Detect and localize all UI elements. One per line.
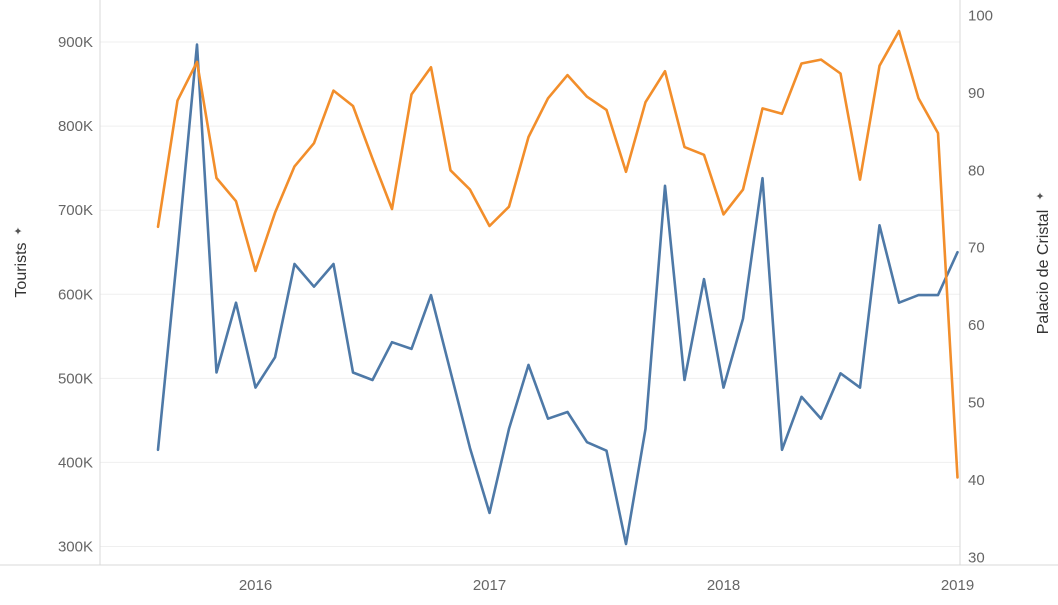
right-tick-label: 90 bbox=[968, 85, 985, 102]
left-tick-label: 800K bbox=[58, 118, 93, 135]
left-tick-label: 500K bbox=[58, 370, 93, 387]
right-axis-title-group: Palacio de Cristal bbox=[1035, 210, 1052, 335]
left-tick-label: 900K bbox=[58, 34, 93, 51]
left-axis-title-group: Tourists bbox=[13, 242, 30, 297]
x-axis-ticks: 2016 2017 2018 2019 bbox=[239, 577, 974, 594]
left-tick-label: 400K bbox=[58, 454, 93, 471]
series-line-tourists[interactable] bbox=[156, 43, 959, 546]
left-tick-label: 300K bbox=[58, 539, 93, 556]
right-tick-label: 60 bbox=[968, 317, 985, 334]
right-tick-label: 80 bbox=[968, 162, 985, 179]
right-tick-label: 50 bbox=[968, 394, 985, 411]
left-axis-pin-icon[interactable]: ✦ bbox=[13, 226, 25, 235]
right-tick-label: 100 bbox=[968, 7, 993, 24]
left-tick-label: 700K bbox=[58, 202, 93, 219]
right-tick-label: 70 bbox=[968, 240, 985, 257]
left-axis-ticks: 300K 400K 500K 600K 700K 800K 900K bbox=[58, 34, 93, 555]
gridlines bbox=[100, 41, 960, 548]
right-axis-pin-icon[interactable]: ✦ bbox=[1035, 191, 1047, 200]
right-tick-label: 40 bbox=[968, 472, 985, 489]
series-layer bbox=[156, 29, 959, 546]
right-axis-title: Palacio de Cristal bbox=[1035, 210, 1052, 335]
series-line-palacio-de-cristal[interactable] bbox=[156, 29, 959, 479]
left-axis-title: Tourists bbox=[13, 242, 30, 297]
x-tick-label: 2019 bbox=[941, 577, 974, 594]
left-tick-label: 600K bbox=[58, 286, 93, 303]
right-pin-group: ✦ bbox=[1035, 191, 1047, 200]
x-tick-label: 2016 bbox=[239, 577, 272, 594]
right-tick-label: 30 bbox=[968, 549, 985, 566]
x-tick-label: 2018 bbox=[707, 577, 740, 594]
left-pin-group: ✦ bbox=[13, 226, 25, 235]
right-axis-ticks: 30 40 50 60 70 80 90 100 bbox=[968, 7, 993, 566]
x-tick-label: 2017 bbox=[473, 577, 506, 594]
